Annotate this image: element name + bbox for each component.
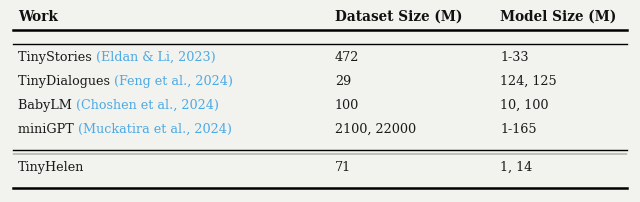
Text: (Feng et al., 2024): (Feng et al., 2024) [114,75,233,88]
Text: 1-33: 1-33 [500,51,529,64]
Text: 124, 125: 124, 125 [500,75,557,88]
Text: 10, 100: 10, 100 [500,99,548,112]
Text: 100: 100 [335,99,359,112]
Text: (Choshen et al., 2024): (Choshen et al., 2024) [76,99,219,112]
Text: miniGPT: miniGPT [18,123,77,136]
Text: 1-165: 1-165 [500,123,536,136]
Text: BabyLM: BabyLM [18,99,76,112]
Text: Dataset Size (M): Dataset Size (M) [335,10,462,24]
Text: 2100, 22000: 2100, 22000 [335,123,416,136]
Text: TinyStories: TinyStories [18,51,96,64]
Text: 472: 472 [335,51,360,64]
Text: (Muckatira et al., 2024): (Muckatira et al., 2024) [77,123,232,136]
Text: Model Size (M): Model Size (M) [500,10,616,24]
Text: TinyHelen: TinyHelen [18,161,84,174]
Text: TinyDialogues: TinyDialogues [18,75,114,88]
Text: Work: Work [18,10,58,24]
Text: 71: 71 [335,161,351,174]
Text: 1, 14: 1, 14 [500,161,532,174]
Text: (Eldan & Li, 2023): (Eldan & Li, 2023) [96,51,216,64]
Text: 29: 29 [335,75,351,88]
